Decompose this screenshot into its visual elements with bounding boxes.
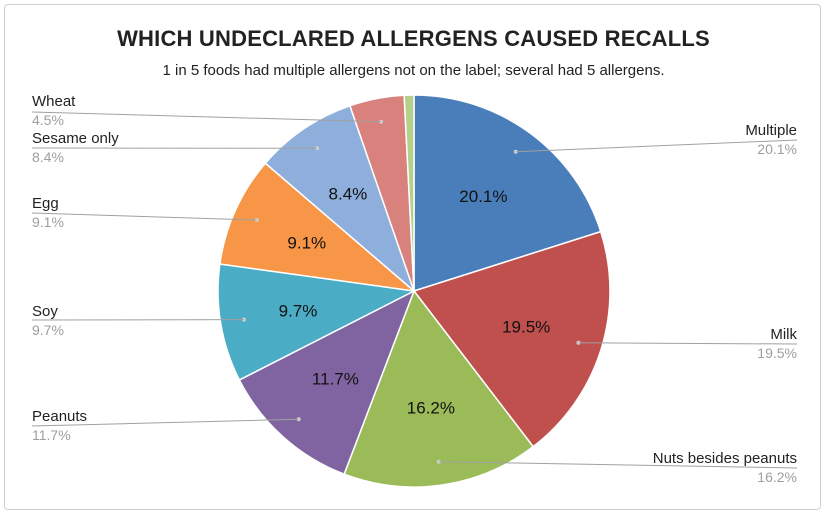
callout-value-egg: 9.1% (32, 214, 64, 230)
callout-label-multiple: Multiple (745, 122, 797, 139)
slice-value-label-peanuts: 11.7% (312, 370, 359, 389)
callout-label-milk: Milk (770, 326, 797, 343)
callout-line-milk (578, 342, 798, 345)
callout-value-peanuts: 11.7% (32, 427, 71, 443)
callout-value-soy: 9.7% (32, 322, 64, 338)
slice-value-label-egg: 9.1% (287, 234, 326, 253)
pie-slice-sesame-only (264, 104, 416, 294)
pie-slice-unlabeled (403, 94, 415, 292)
slice-value-label-sesame-only: 8.4% (329, 185, 368, 204)
callout-label-nuts-besides-peanuts: Nuts besides peanuts (653, 450, 797, 467)
callout-value-sesame-only: 8.4% (32, 149, 64, 165)
callout-label-peanuts: Peanuts (32, 408, 87, 425)
pie-slice-peanuts (238, 289, 416, 476)
pie-slice-nuts-besides-peanuts (343, 289, 535, 488)
pie-slice-egg (219, 162, 417, 293)
slice-value-label-milk: 19.5% (502, 317, 550, 336)
callout-value-milk: 19.5% (757, 345, 797, 361)
chart-subtitle: 1 in 5 foods had multiple allergens not … (162, 62, 665, 79)
callout-line-peanuts (31, 418, 299, 427)
callout-label-soy: Soy (32, 303, 58, 320)
pie-slice-multiple (413, 94, 602, 293)
callout-value-wheat: 4.5% (32, 112, 64, 128)
pie-slice-milk (412, 230, 611, 448)
callout-label-wheat: Wheat (32, 93, 76, 110)
callout-line-nuts-besides-peanuts (438, 461, 798, 469)
callout-label-egg: Egg (32, 195, 59, 212)
slice-value-label-soy: 9.7% (279, 302, 318, 321)
callout-line-egg (31, 212, 257, 221)
slice-value-label-nuts-besides-peanuts: 16.2% (407, 398, 455, 417)
callout-value-multiple: 20.1% (757, 141, 797, 157)
callout-value-nuts-besides-peanuts: 16.2% (757, 469, 797, 485)
callout-line-multiple (515, 139, 798, 153)
chart-title: WHICH UNDECLARED ALLERGENS CAUSED RECALL… (117, 26, 710, 51)
pie-slice-soy (217, 263, 417, 381)
callout-line-wheat (31, 111, 382, 123)
callout-label-sesame-only: Sesame only (32, 130, 119, 147)
slice-value-label-multiple: 20.1% (459, 187, 507, 206)
